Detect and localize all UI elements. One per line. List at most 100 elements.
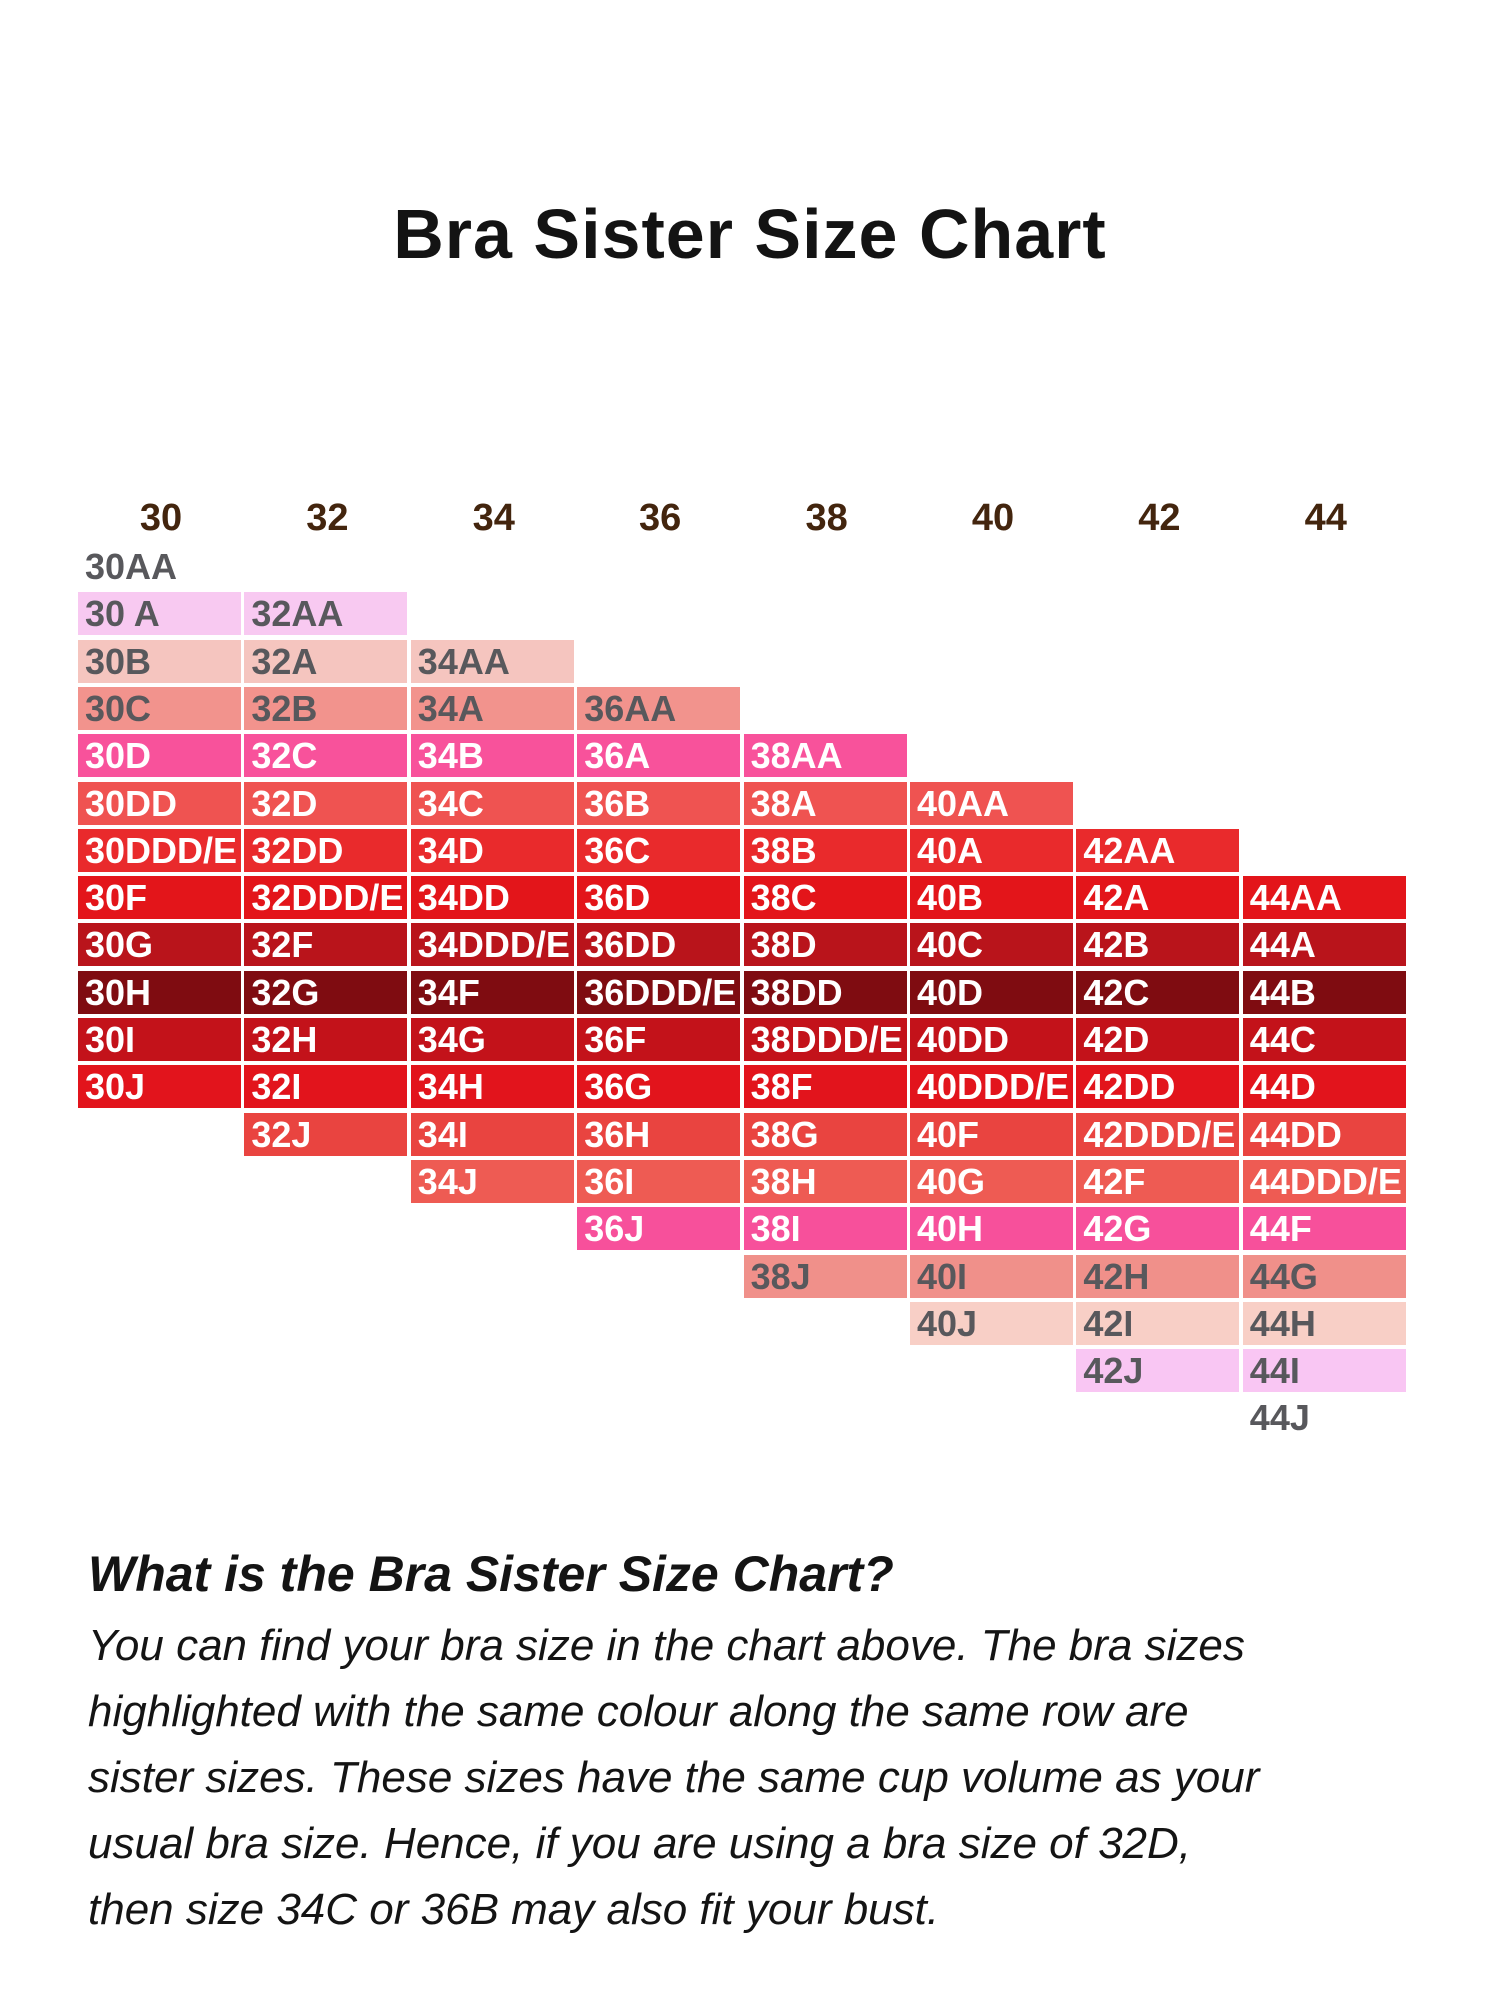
- size-cell-30i: 30I: [78, 1018, 241, 1061]
- size-cell-40g: 40G: [910, 1159, 1073, 1203]
- size-cell-32g: 32G: [244, 970, 408, 1014]
- size-cell-40i: 40I: [910, 1254, 1073, 1298]
- size-cell-42d: 42D: [1076, 1018, 1240, 1061]
- size-cell-30h: 30H: [78, 970, 241, 1014]
- size-cell-42ddde: 42DDD/E: [1076, 1112, 1240, 1156]
- size-cell-32b: 32B: [244, 686, 408, 730]
- size-cell-40j: 40J: [910, 1301, 1073, 1345]
- size-cell-44h: 44H: [1242, 1301, 1406, 1345]
- size-cell-42b: 42B: [1076, 923, 1240, 967]
- footer-paragraph-line-4: usual bra size. Hence, if you are using …: [88, 1819, 1192, 1868]
- size-cell-32j: 32J: [244, 1112, 408, 1156]
- size-cell-36b: 36B: [577, 781, 741, 825]
- size-cell-34h: 34H: [410, 1065, 574, 1109]
- size-cell-44a: 44A: [1242, 923, 1406, 967]
- size-cell-32aa: 32AA: [244, 592, 408, 636]
- footer-paragraph-line-1: You can find your bra size in the chart …: [88, 1621, 1245, 1670]
- size-cell-42aa: 42AA: [1076, 828, 1240, 872]
- size-cell-44dd: 44DD: [1242, 1112, 1406, 1156]
- size-cell-32f: 32F: [244, 923, 408, 967]
- size-cell-36h: 36H: [577, 1112, 741, 1156]
- size-cell-34f: 34F: [410, 970, 574, 1014]
- size-cell-44aa: 44AA: [1242, 876, 1406, 920]
- size-cell-30aa: 30AA: [85, 546, 178, 587]
- size-cell-40f: 40F: [910, 1112, 1073, 1156]
- size-cell-42j: 42J: [1076, 1349, 1240, 1393]
- size-cell-44j: 44J: [1249, 1397, 1310, 1439]
- size-cell-36i: 36I: [577, 1159, 741, 1203]
- band-header-38: 38: [805, 497, 848, 539]
- size-cell-34d: 34D: [410, 828, 574, 872]
- band-header-42: 42: [1138, 497, 1181, 539]
- band-header-40: 40: [971, 497, 1015, 539]
- size-cell-30j: 30J: [78, 1065, 241, 1109]
- footer-paragraph-line-3: sister sizes. These sizes have the same …: [88, 1753, 1260, 1802]
- size-cell-42dd: 42DD: [1076, 1065, 1240, 1109]
- size-cell-38f: 38F: [743, 1065, 907, 1109]
- size-cell-44b: 44B: [1242, 970, 1406, 1014]
- size-cell-38dd: 38DD: [743, 970, 907, 1014]
- size-cell-32c: 32C: [244, 734, 408, 778]
- size-cell-40b: 40B: [910, 876, 1073, 920]
- size-cell-34j: 34J: [410, 1159, 574, 1203]
- size-cell-30ddde: 30DDD/E: [78, 828, 241, 872]
- footer-heading: What is the Bra Sister Size Chart?: [88, 1546, 894, 1602]
- footer-paragraph-line-5: then size 34C or 36B may also fit your b…: [88, 1885, 940, 1934]
- size-cell-36aa: 36AA: [577, 686, 741, 730]
- size-cell-34aa: 34AA: [410, 639, 574, 683]
- size-cell-36g: 36G: [577, 1065, 741, 1109]
- size-cell-36d: 36D: [577, 876, 741, 920]
- size-cell-32d: 32D: [244, 781, 408, 825]
- band-header-34: 34: [472, 497, 515, 539]
- size-cell-34dd: 34DD: [410, 876, 574, 920]
- size-cell-30c: 30C: [78, 686, 241, 730]
- size-cell-42f: 42F: [1076, 1159, 1240, 1203]
- footer-section: What is the Bra Sister Size Chart? You c…: [88, 1545, 1428, 1943]
- size-cell-36j: 36J: [577, 1207, 741, 1251]
- size-cell-30dd: 30DD: [78, 781, 241, 825]
- size-cell-30g: 30G: [78, 923, 241, 967]
- size-cell-36f: 36F: [577, 1018, 741, 1061]
- size-cell-40aa: 40AA: [910, 781, 1073, 825]
- size-cell-30a: 30 A: [78, 592, 241, 636]
- size-cell-44c: 44C: [1242, 1018, 1406, 1061]
- size-cell-30d: 30D: [78, 734, 241, 778]
- size-cell-38j: 38J: [743, 1254, 907, 1298]
- sister-size-chart: 30 32 34 36 38 40 42 44 30AA 30 A 32AA 30B 32A 34AA 30…: [78, 498, 1438, 1478]
- band-header-30: 30: [139, 497, 183, 539]
- size-cell-34c: 34C: [410, 781, 574, 825]
- band-header-36: 36: [639, 497, 682, 539]
- size-cell-42g: 42G: [1076, 1207, 1240, 1251]
- size-cell-32dd: 32DD: [244, 828, 408, 872]
- size-cell-36dd: 36DD: [577, 923, 741, 967]
- size-cell-34b: 34B: [410, 734, 574, 778]
- size-cell-38i: 38I: [743, 1207, 907, 1251]
- size-cell-44g: 44G: [1242, 1254, 1406, 1298]
- size-cell-40ddde: 40DDD/E: [910, 1065, 1073, 1109]
- size-cell-34ddde: 34DDD/E: [410, 923, 574, 967]
- size-cell-38ddde: 38DDD/E: [743, 1018, 907, 1061]
- size-cell-40a: 40A: [910, 828, 1073, 872]
- size-cell-36a: 36A: [577, 734, 741, 778]
- size-cell-34g: 34G: [410, 1018, 574, 1061]
- size-cell-38h: 38H: [743, 1159, 907, 1203]
- size-cell-44f: 44F: [1242, 1207, 1406, 1251]
- size-cell-44d: 44D: [1242, 1065, 1406, 1109]
- size-cell-44ddde: 44DDD/E: [1242, 1159, 1406, 1203]
- size-cell-38b: 38B: [743, 828, 907, 872]
- size-cell-32h: 32H: [244, 1018, 408, 1061]
- size-cell-38g: 38G: [743, 1112, 907, 1156]
- size-cell-32ddde: 32DDD/E: [244, 876, 408, 920]
- size-cell-34i: 34I: [410, 1112, 574, 1156]
- size-cell-40h: 40H: [910, 1207, 1073, 1251]
- size-cell-38a: 38A: [743, 781, 907, 825]
- band-header-32: 32: [306, 497, 349, 539]
- chart-title: Bra Sister Size Chart: [393, 195, 1107, 273]
- size-cell-30f: 30F: [78, 876, 241, 920]
- size-cell-42a: 42A: [1076, 876, 1240, 920]
- size-cell-40dd: 40DD: [910, 1018, 1073, 1061]
- size-cell-34a: 34A: [410, 686, 574, 730]
- size-cell-32i: 32I: [244, 1065, 408, 1109]
- size-cell-42h: 42H: [1076, 1254, 1240, 1298]
- size-cell-36ddde: 36DDD/E: [577, 970, 741, 1014]
